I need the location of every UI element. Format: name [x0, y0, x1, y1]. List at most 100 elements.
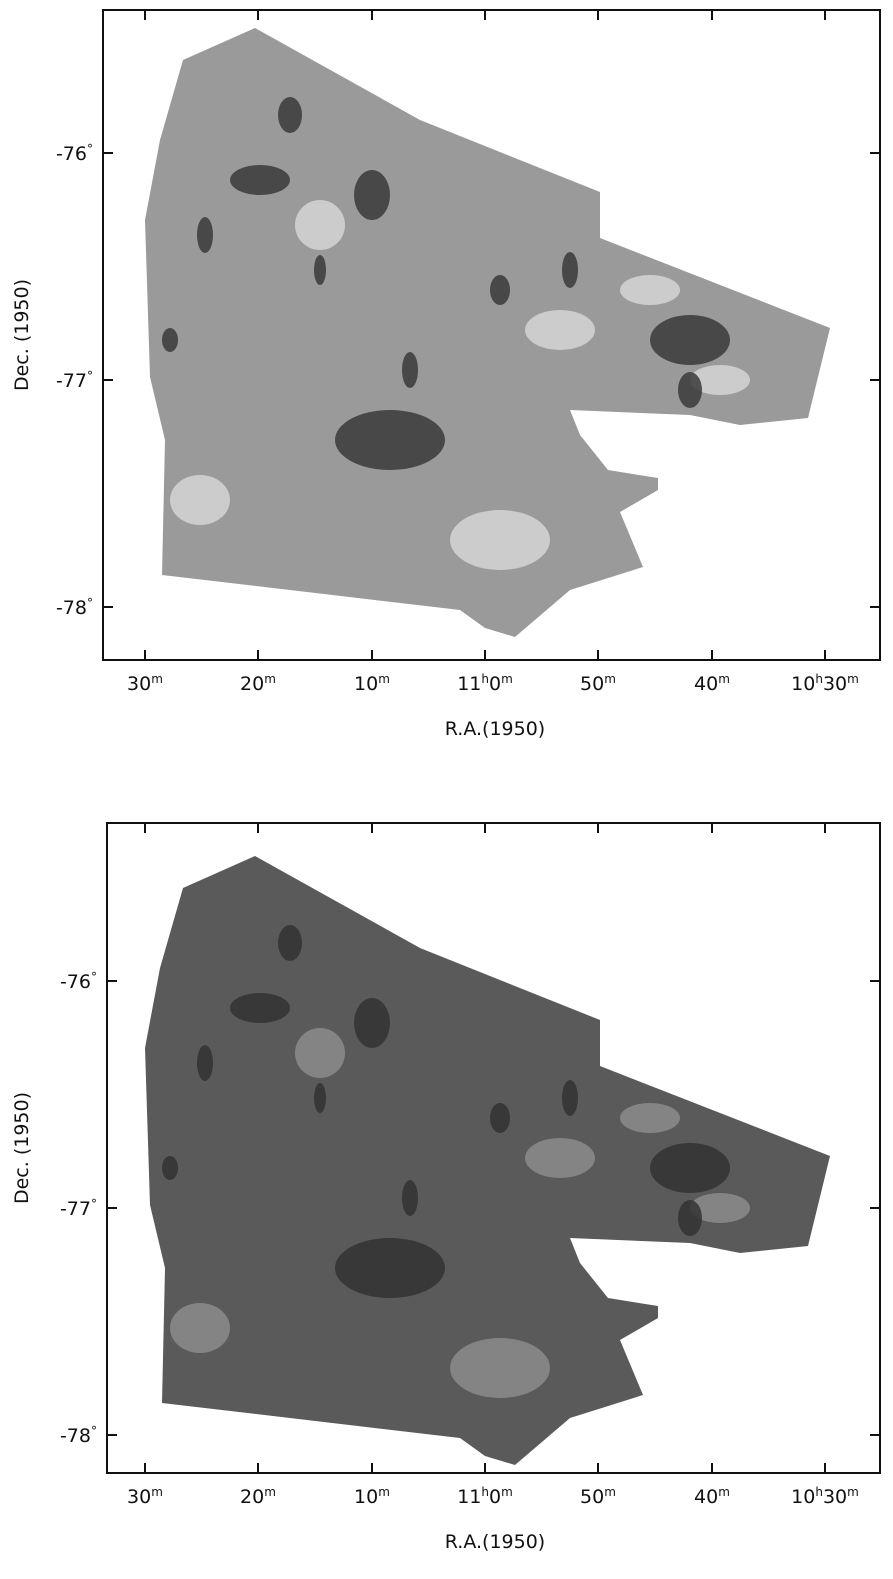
y-tick-label: -77° [60, 1197, 97, 1220]
tick-number: 0 [489, 1486, 501, 1508]
map-feature [162, 1156, 178, 1180]
tick-unit: m [151, 672, 163, 686]
tick-unit: m [151, 1485, 163, 1499]
tick-number: 30 [823, 1486, 847, 1508]
tick-number: 11 [457, 1486, 481, 1508]
map-feature [650, 315, 730, 365]
map-feature [562, 252, 578, 288]
tick-unit: ° [87, 596, 93, 610]
map-feature [525, 310, 595, 350]
map-feature [690, 365, 750, 395]
x-tick-label: 10m [354, 672, 390, 695]
map-feature [197, 217, 213, 253]
tick-unit: m [501, 672, 513, 686]
x-tick-label: 11h0m [457, 672, 513, 695]
x-axis-label: R.A.(1950) [445, 718, 545, 740]
frame [102, 9, 881, 661]
panel: 30m 20m 10m 11h0m 50m 40m 10h30m-76°-77°-78°R.… [11, 9, 881, 740]
tick-number: -76 [56, 143, 87, 165]
tick-number: 50 [580, 673, 604, 695]
tick-unit: h [481, 1485, 489, 1499]
map-feature [197, 1045, 213, 1081]
y-axis-label: Dec. (1950) [11, 1092, 33, 1204]
tick-unit: m [847, 1485, 859, 1499]
tick-number: 10 [354, 1486, 378, 1508]
map-feature [402, 352, 418, 388]
tick-unit: h [815, 1485, 823, 1499]
map-feature [690, 1193, 750, 1223]
x-tick-label: 40m [694, 672, 730, 695]
x-tick-label: 40m [694, 1485, 730, 1508]
map-feature [650, 1143, 730, 1193]
tick-unit: m [378, 1485, 390, 1499]
tick-unit: m [604, 1485, 616, 1499]
x-tick-label: 11h0m [457, 1485, 513, 1508]
map-feature [295, 200, 345, 250]
map-feature [354, 998, 390, 1048]
tick-number: -78 [60, 1425, 91, 1447]
y-tick-label: -78° [56, 596, 93, 619]
tick-unit: m [264, 1485, 276, 1499]
x-tick-label: 10h30m [791, 1485, 859, 1508]
map-feature [335, 410, 445, 470]
tick-unit: ° [87, 369, 93, 383]
y-axis-label: Dec. (1950) [11, 279, 33, 391]
map-feature [278, 925, 302, 961]
tick-number: -78 [56, 597, 87, 619]
map-feature [402, 1180, 418, 1216]
tick-number: 30 [823, 673, 847, 695]
map-feature [525, 1138, 595, 1178]
map-feature [490, 275, 510, 305]
frame [106, 822, 881, 1474]
tick-number: 20 [240, 1486, 264, 1508]
map-feature [278, 97, 302, 133]
map-feature [678, 372, 702, 408]
y-tick-label: -77° [56, 369, 93, 392]
map-feature [230, 165, 290, 195]
x-tick-label: 10m [354, 1485, 390, 1508]
map-feature [678, 1200, 702, 1236]
tick-unit: m [718, 1485, 730, 1499]
map-feature [490, 1103, 510, 1133]
tick-number: 11 [457, 673, 481, 695]
tick-unit: ° [91, 970, 97, 984]
tick-number: -76 [60, 971, 91, 993]
map-feature [295, 1028, 345, 1078]
tick-number: 10 [354, 673, 378, 695]
tick-number: 0 [489, 673, 501, 695]
y-tick-label: -78° [60, 1424, 97, 1447]
tick-unit: m [604, 672, 616, 686]
map-feature [162, 328, 178, 352]
map-feature [314, 255, 326, 285]
tick-number: 20 [240, 673, 264, 695]
tick-unit: ° [91, 1197, 97, 1211]
x-tick-label: 30m [127, 672, 163, 695]
y-tick-label: -76° [60, 970, 97, 993]
x-tick-label: 50m [580, 672, 616, 695]
map-feature [450, 510, 550, 570]
tick-number: 10 [791, 673, 815, 695]
x-axis-label: R.A.(1950) [445, 1531, 545, 1553]
tick-number: 40 [694, 1486, 718, 1508]
map-feature [170, 1303, 230, 1353]
map-feature [620, 1103, 680, 1133]
x-tick-label: 20m [240, 1485, 276, 1508]
tick-unit: m [847, 672, 859, 686]
map [145, 856, 830, 1465]
map-feature [620, 275, 680, 305]
tick-number: -77 [60, 1198, 91, 1220]
tick-number: 40 [694, 673, 718, 695]
map-feature [170, 475, 230, 525]
map-feature [450, 1338, 550, 1398]
x-tick-label: 30m [127, 1485, 163, 1508]
tick-number: 30 [127, 673, 151, 695]
tick-number: 10 [791, 1486, 815, 1508]
tick-unit: h [815, 672, 823, 686]
x-tick-label: 20m [240, 672, 276, 695]
tick-unit: m [501, 1485, 513, 1499]
map-feature [354, 170, 390, 220]
tick-unit: m [378, 672, 390, 686]
tick-unit: ° [87, 142, 93, 156]
map-feature [562, 1080, 578, 1116]
